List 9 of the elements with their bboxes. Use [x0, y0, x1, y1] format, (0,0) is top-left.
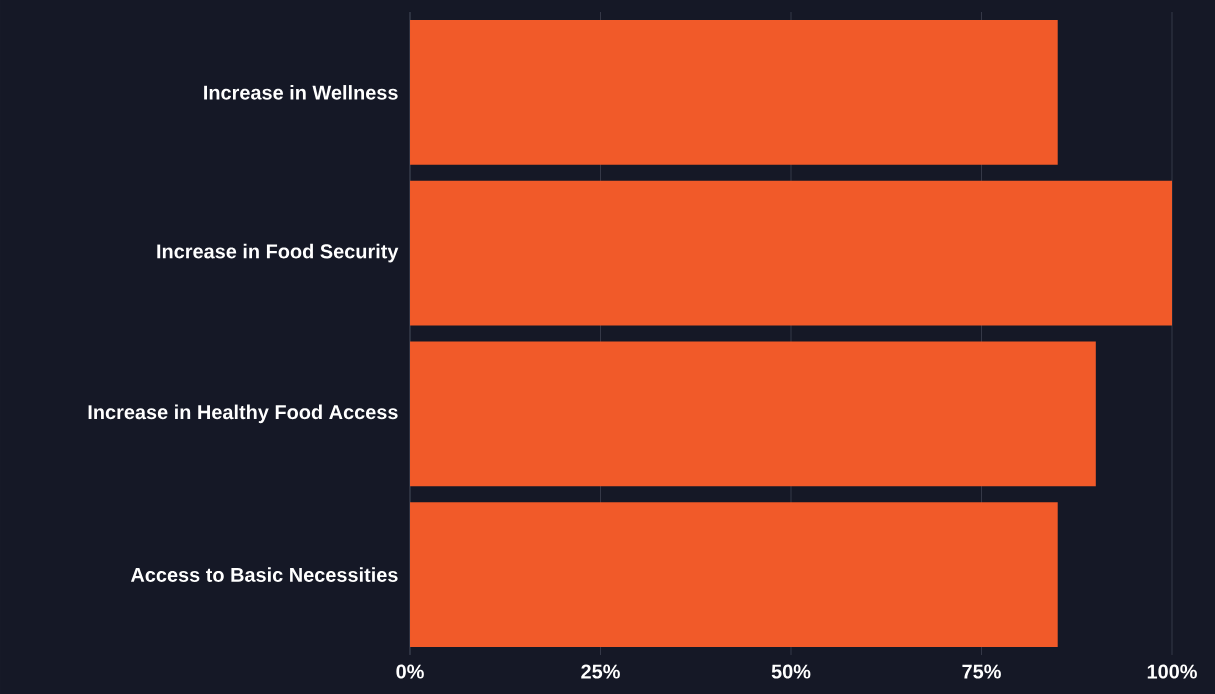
y-tick-label: Increase in Food Security [157, 243, 399, 263]
x-tick-label: 50% [771, 664, 811, 679]
y-tick-label: Increase in Wellness [204, 85, 398, 100]
x-tick-label: 25% [581, 664, 620, 679]
x-tick-label: 0% [396, 664, 424, 679]
y-tick-label: Increase in Healthy Food Access [88, 404, 398, 424]
x-tick-label: 100% [1147, 664, 1197, 679]
x-tick-label: 75% [962, 664, 1001, 679]
y-tick-label: Access to Basic Necessities [130, 567, 398, 582]
